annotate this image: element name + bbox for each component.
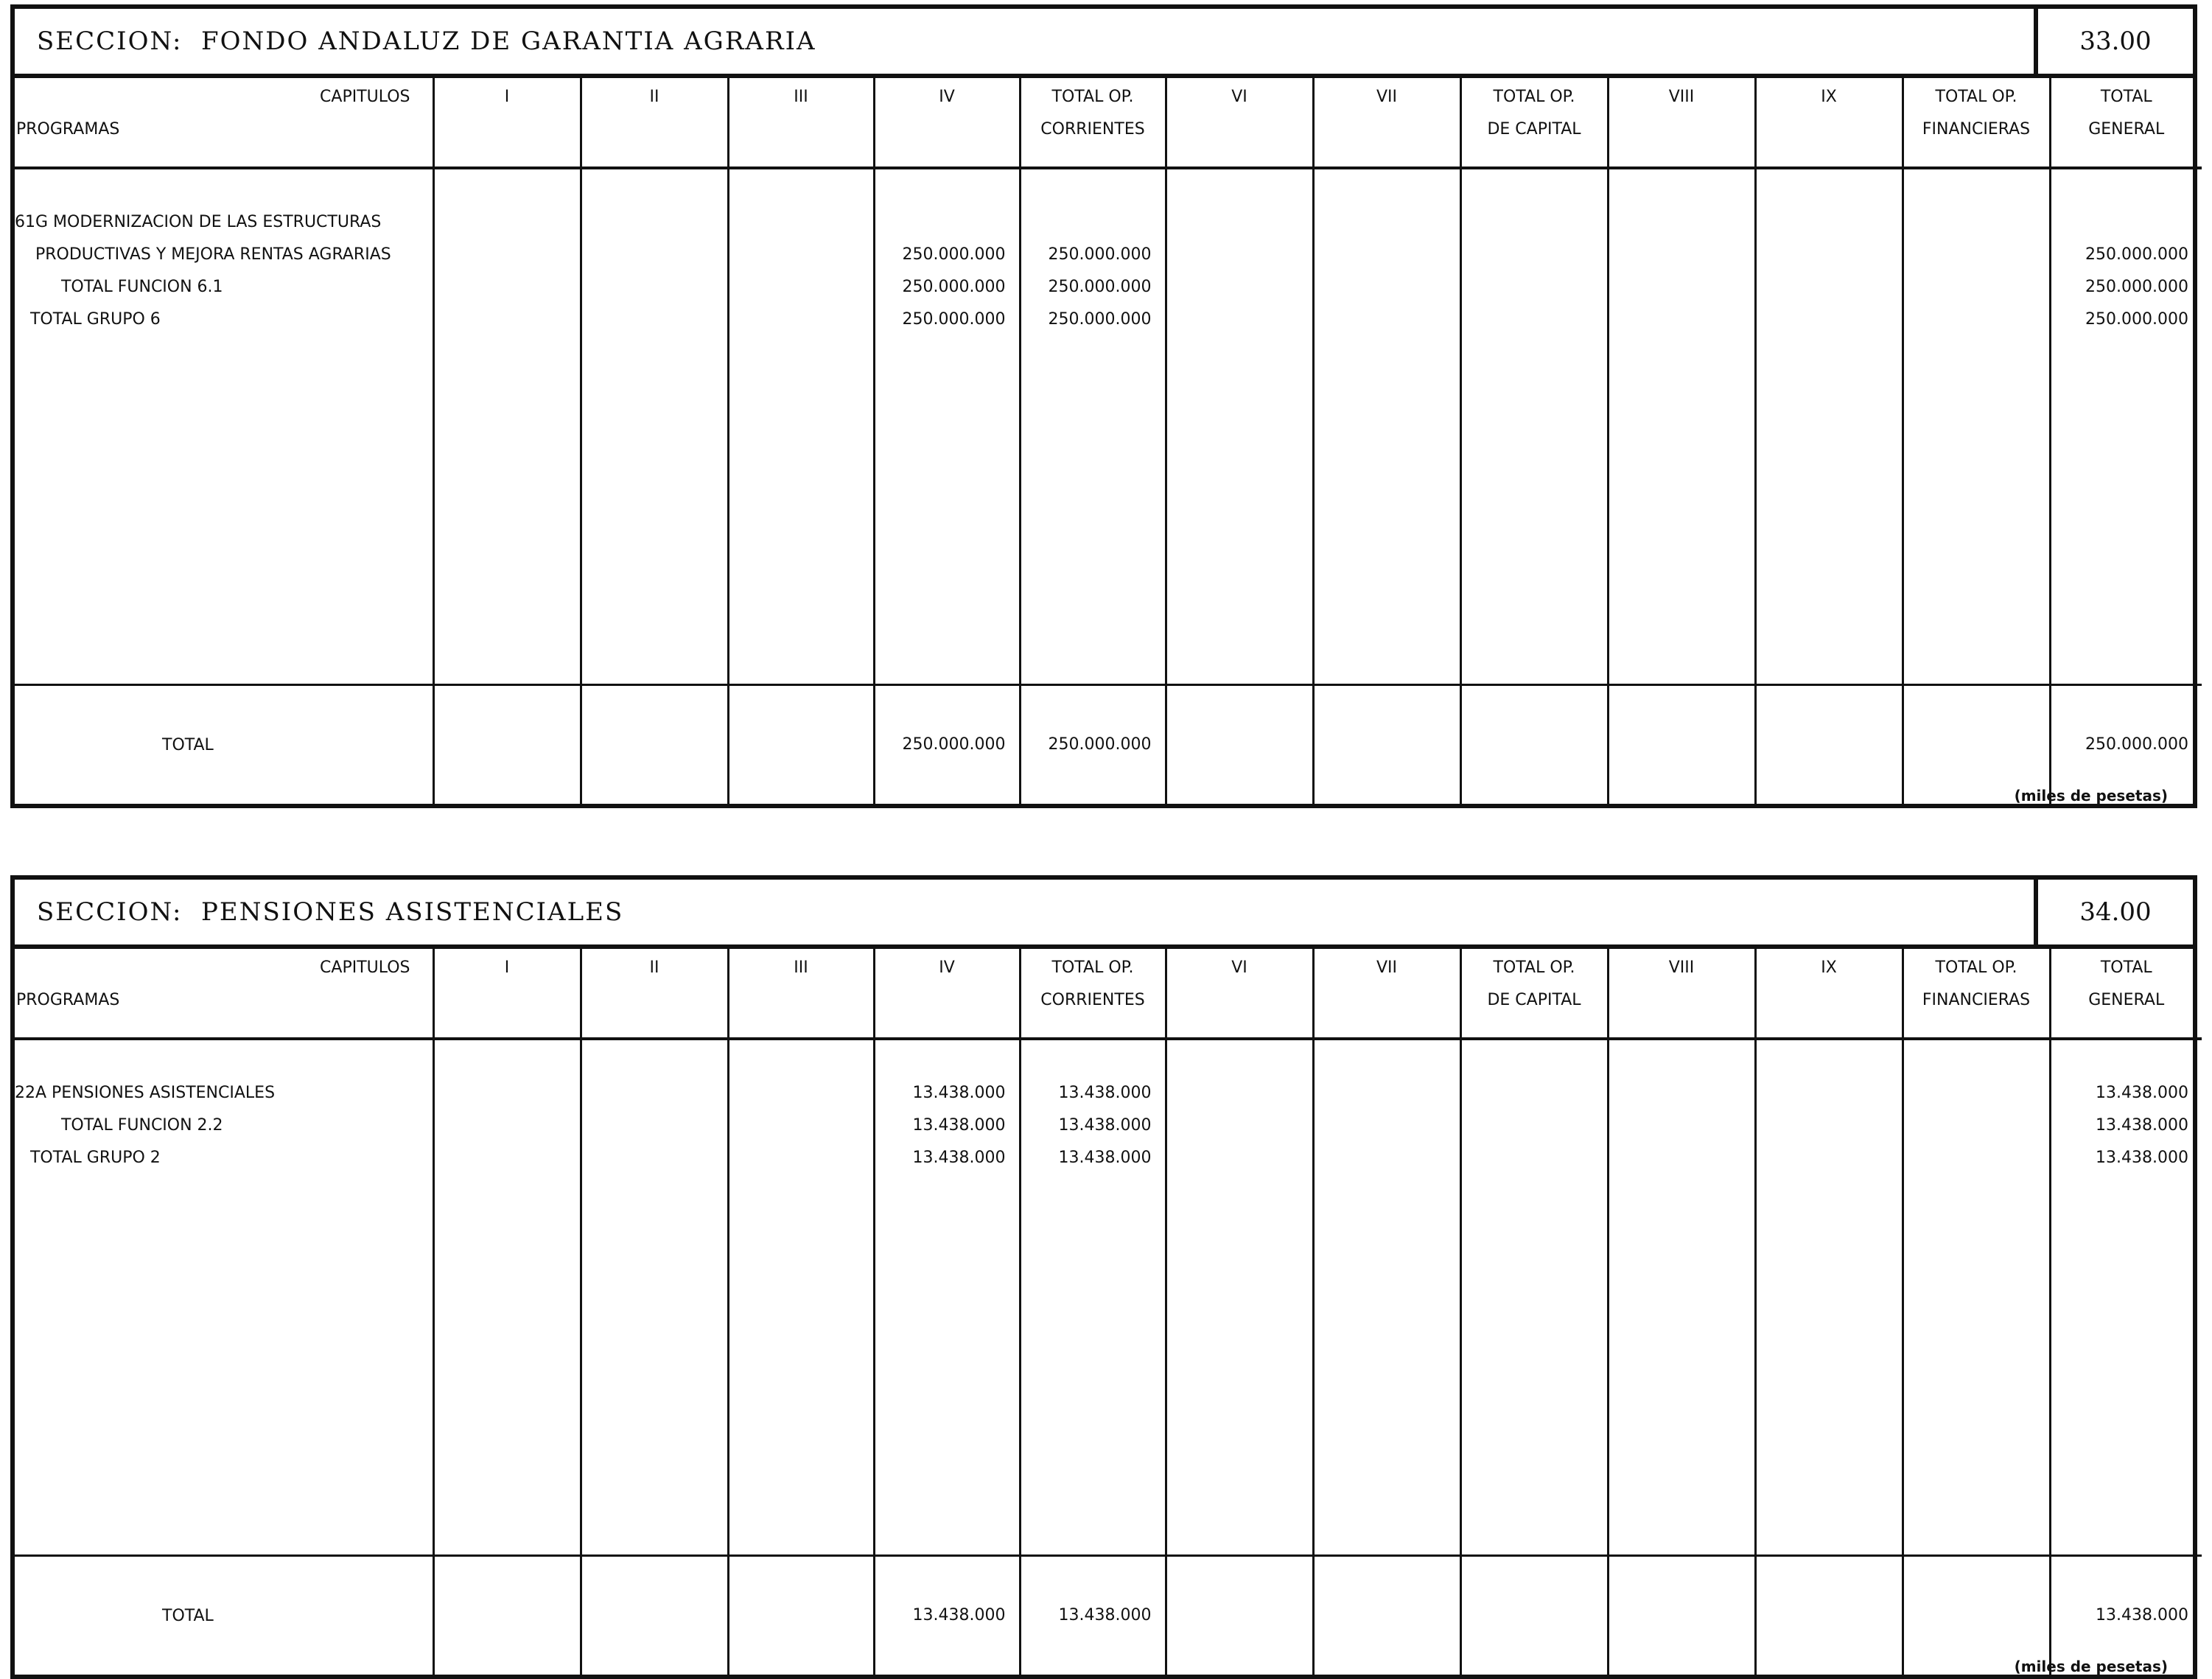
header-total-capital-2: DE CAPITAL [1487,991,1581,1009]
header-cap-ix: IX [1821,88,1837,106]
header-cap-i: I [504,88,510,106]
value-corrientes: 13.438.000 [1058,1084,1152,1102]
header-programas: PROGRAMAS [16,120,120,139]
value-total-general: 13.438.000 [2096,1084,2188,1102]
value-iv: 250.000.000 [902,310,1006,329]
section-code: 33.00 [2034,9,2193,74]
column-header-row: CAPITULOS PROGRAMAS I II III IV TOTAL OP… [15,944,2202,1040]
header-total-financieras-2: FINANCIERAS [1922,991,2031,1009]
header-total-capital-1: TOTAL OP. [1493,958,1575,977]
value-corrientes: 250.000.000 [1048,245,1152,264]
header-total-general-2: GENERAL [2088,120,2165,139]
header-total-general-1: TOTAL [2100,958,2152,977]
value-total-general: 250.000.000 [2085,310,2188,329]
header-cap-vi: VI [1231,88,1247,106]
value-iv: 13.438.000 [912,1116,1006,1135]
budget-table: CAPITULOS PROGRAMAS I II III IV TOTAL OP… [10,944,2202,1679]
header-cap-vii: VII [1376,88,1398,106]
program-label: TOTAL FUNCION 2.2 [15,1116,223,1135]
header-cap-i: I [504,958,510,977]
program-rows: 61G MODERNIZACION DE LAS ESTRUCTURAS PRO… [15,168,2202,686]
unit-note: (miles de pesetas) [2014,1658,2168,1675]
header-cap-ix: IX [1821,958,1837,977]
header-total-general-2: GENERAL [2088,991,2165,1009]
value-iv: 250.000.000 [902,245,1006,264]
header-capitulos: CAPITULOS [320,88,410,106]
program-label: TOTAL GRUPO 6 [15,310,161,329]
value-total-general: 250.000.000 [2085,278,2188,296]
value-corrientes: 13.438.000 [1058,1149,1152,1167]
value-total-general: 13.438.000 [2096,1149,2188,1167]
total-row: TOTAL 250.000.000 250.000.000 250.000.00… [15,684,2202,804]
program-rows: 22A PENSIONES ASISTENCIALES TOTAL FUNCIO… [15,1039,2202,1557]
program-label: TOTAL FUNCION 6.1 [15,278,223,296]
unit-note: (miles de pesetas) [2014,787,2168,805]
program-label: PRODUCTIVAS Y MEJORA RENTAS AGRARIAS [15,245,391,264]
header-programas-capitulos: CAPITULOS PROGRAMAS [15,74,433,169]
header-cap-ii: II [649,958,659,977]
column-header-row: CAPITULOS PROGRAMAS I II III IV TOTAL OP… [15,74,2202,169]
total-corrientes: 13.438.000 [1058,1606,1152,1624]
total-general: 250.000.000 [2085,735,2188,754]
section-code: 34.00 [2034,880,2193,944]
header-cap-viii: VIII [1668,958,1695,977]
total-general: 13.438.000 [2096,1606,2188,1624]
program-label: 61G MODERNIZACION DE LAS ESTRUCTURAS [15,213,382,231]
section-title: SECCION: PENSIONES ASISTENCIALES [37,897,624,927]
header-total-corrientes-1: TOTAL OP. [1051,958,1134,977]
section-title: SECCION: FONDO ANDALUZ DE GARANTIA AGRAR… [37,27,816,56]
header-cap-vii: VII [1376,958,1398,977]
header-total-general-1: TOTAL [2100,88,2152,106]
value-total-general: 13.438.000 [2096,1116,2188,1135]
header-cap-iii: III [794,958,808,977]
total-iv: 13.438.000 [912,1606,1006,1624]
program-label: TOTAL GRUPO 2 [15,1149,161,1167]
budget-table: CAPITULOS PROGRAMAS I II III IV TOTAL OP… [10,74,2202,808]
header-cap-viii: VIII [1668,88,1695,106]
header-cap-iii: III [794,88,808,106]
header-total-financieras-1: TOTAL OP. [1935,88,2017,106]
total-corrientes: 250.000.000 [1048,735,1152,754]
header-capitulos: CAPITULOS [320,958,410,977]
header-total-corrientes-2: CORRIENTES [1040,120,1145,139]
total-label: TOTAL [162,735,214,754]
value-corrientes [1021,206,1165,239]
total-label: TOTAL [162,1606,214,1625]
value-iv [875,206,1019,239]
value-corrientes: 250.000.000 [1048,278,1152,296]
header-cap-iv: IV [939,88,955,106]
header-total-financieras-1: TOTAL OP. [1935,958,2017,977]
value-iv: 13.438.000 [912,1149,1006,1167]
header-total-corrientes-2: CORRIENTES [1040,991,1145,1009]
value-corrientes: 13.438.000 [1058,1116,1152,1135]
header-total-financieras-2: FINANCIERAS [1922,120,2031,139]
total-iv: 250.000.000 [902,735,1006,754]
header-cap-iv: IV [939,958,955,977]
value-corrientes: 250.000.000 [1048,310,1152,329]
value-iv: 250.000.000 [902,278,1006,296]
value-total-general: 250.000.000 [2085,245,2188,264]
section-header: SECCION: FONDO ANDALUZ DE GARANTIA AGRAR… [10,4,2197,78]
program-label: 22A PENSIONES ASISTENCIALES [15,1084,276,1102]
header-cap-ii: II [649,88,659,106]
section-header: SECCION: PENSIONES ASISTENCIALES 34.00 [10,875,2197,949]
header-cap-vi: VI [1231,958,1247,977]
header-total-corrientes-1: TOTAL OP. [1051,88,1134,106]
header-programas: PROGRAMAS [16,991,120,1009]
header-total-capital-2: DE CAPITAL [1487,120,1581,139]
value-iv: 13.438.000 [912,1084,1006,1102]
header-programas-capitulos: CAPITULOS PROGRAMAS [15,944,433,1040]
total-row: TOTAL 13.438.000 13.438.000 13.438.000 [15,1555,2202,1675]
header-total-capital-1: TOTAL OP. [1493,88,1575,106]
value-total-general [2051,206,2202,239]
